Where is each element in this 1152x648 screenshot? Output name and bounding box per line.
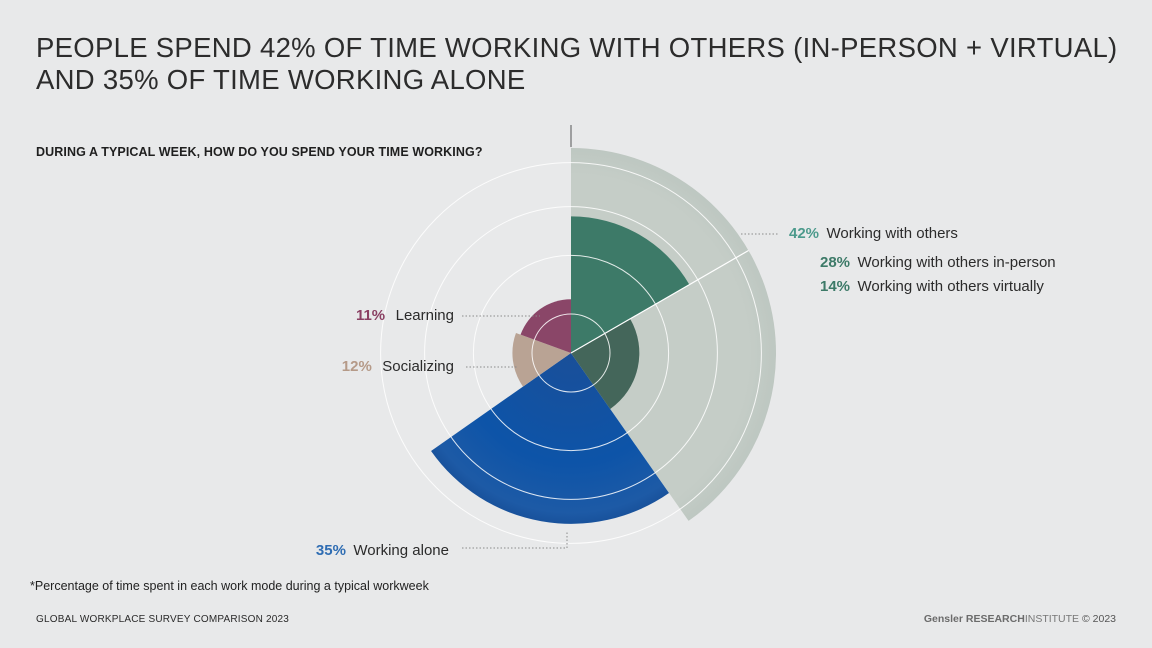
label-alone: 35% Working alone: [316, 542, 449, 559]
inperson-pct: 28%: [820, 254, 850, 271]
label-socializing: 12% Socializing: [342, 358, 454, 375]
wedge-separator: [570, 249, 749, 354]
chart-title: PEOPLE SPEND 42% OF TIME WORKING WITH OT…: [36, 32, 1118, 96]
guide-ring-2: [472, 254, 670, 452]
learning-label: Learning: [396, 307, 454, 324]
chart-title-line-2: AND 35% OF TIME WORKING ALONE: [36, 64, 526, 95]
guide-ring-3: [424, 206, 718, 500]
alone-label: Working alone: [353, 542, 449, 559]
wedge-in-person: [571, 216, 690, 353]
socializing-label: Socializing: [382, 358, 454, 375]
label-learning: 11% Learning: [356, 307, 454, 324]
brand-institute: INSTITUTE: [1024, 613, 1080, 625]
wedge-working-alone: [431, 353, 669, 524]
brand-copyright: © 2023: [1081, 613, 1116, 625]
guide-ring-4: [380, 162, 762, 544]
brand-research: RESEARCH: [965, 613, 1025, 625]
footnote: *Percentage of time spent in each work m…: [30, 579, 429, 593]
chart-subtitle: DURING A TYPICAL WEEK, HOW DO YOU SPEND …: [36, 145, 483, 159]
alone-pct: 35%: [316, 542, 346, 559]
wedge-virtually: [571, 318, 640, 409]
brand-credit: Gensler RESEARCHINSTITUTE © 2023: [924, 613, 1116, 625]
source-note: GLOBAL WORKPLACE SURVEY COMPARISON 2023: [36, 614, 290, 625]
others-pct: 42%: [789, 225, 819, 242]
label-virtual: 14% Working with others virtually: [820, 278, 1044, 295]
inperson-label: Working with others in-person: [857, 254, 1055, 271]
brand-name: Gensler: [923, 613, 963, 625]
label-inperson: 28% Working with others in-person: [820, 254, 1056, 271]
virtual-label: Working with others virtually: [857, 278, 1044, 295]
leader-alone: [462, 532, 568, 549]
socializing-pct: 12%: [342, 358, 372, 375]
wedge-socializing: [512, 332, 571, 387]
chart-title-line-1: PEOPLE SPEND 42% OF TIME WORKING WITH OT…: [36, 32, 1118, 63]
virtual-pct: 14%: [820, 278, 850, 295]
learning-pct: 11%: [356, 307, 385, 324]
label-others: 42% Working with others: [789, 225, 958, 242]
wedge-learning: [520, 299, 571, 353]
others-label: Working with others: [826, 225, 957, 242]
guide-ring-1: [531, 313, 611, 393]
